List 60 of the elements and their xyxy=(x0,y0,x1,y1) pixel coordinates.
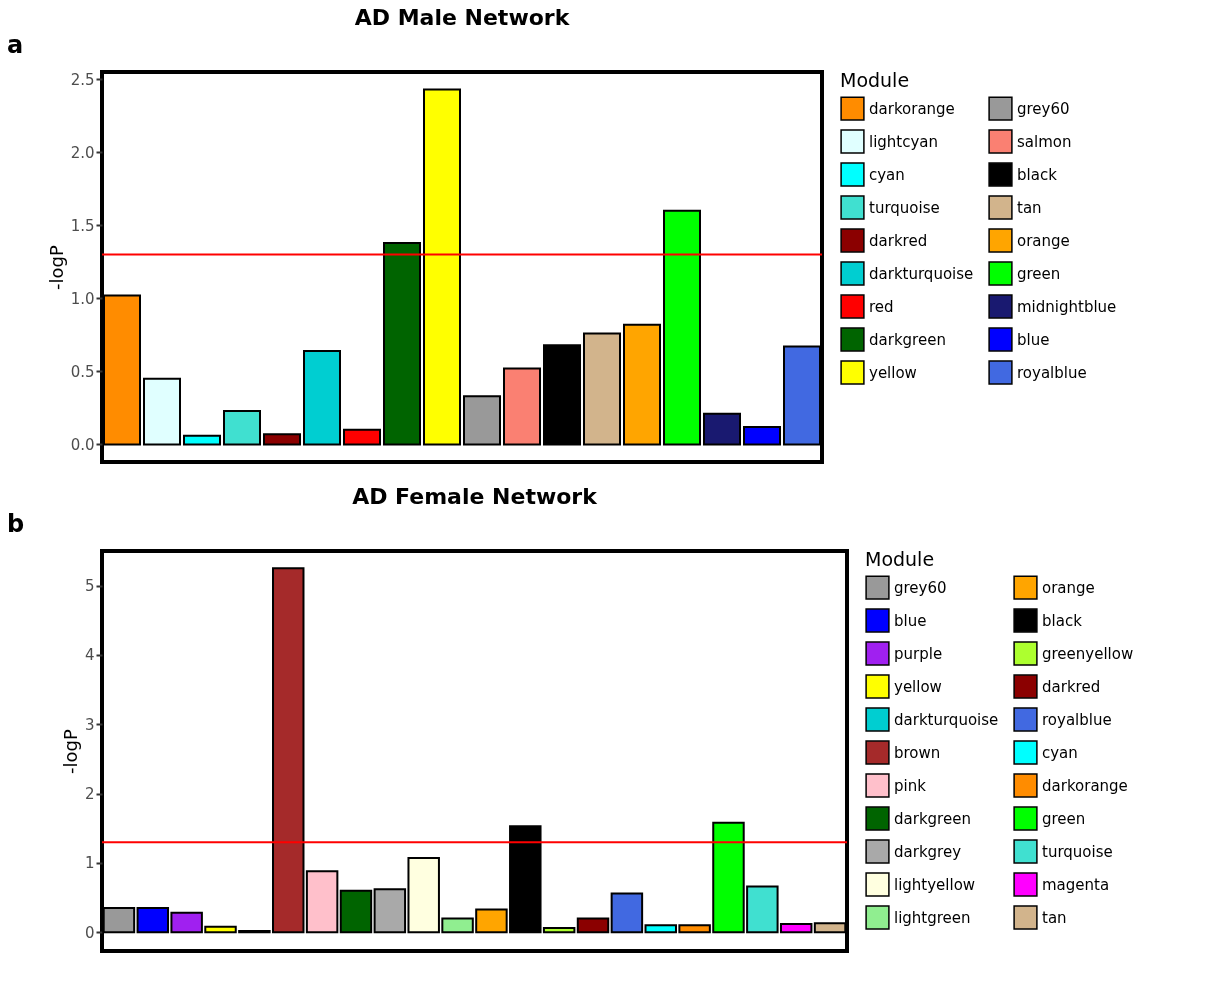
legend-label: black xyxy=(1017,165,1058,184)
y-tick-label: 3 xyxy=(84,715,95,734)
legend-label: blue xyxy=(1017,330,1050,349)
y-axis-title: -logP xyxy=(59,728,81,774)
y-tick-label: 0.5 xyxy=(70,362,95,381)
legend-label: pink xyxy=(894,776,927,795)
legend-label: midnightblue xyxy=(1017,297,1117,316)
legend-label: greenyellow xyxy=(1042,644,1134,663)
y-tick-label: 5 xyxy=(84,577,95,596)
legend-label: royalblue xyxy=(1017,363,1087,382)
y-tick-label: 2.5 xyxy=(70,70,95,89)
legend-label: lightyellow xyxy=(894,875,976,894)
legend-label: black xyxy=(1042,611,1083,630)
legend-label: tan xyxy=(1042,908,1067,927)
legend-label: tan xyxy=(1017,198,1042,217)
legend-label: royalblue xyxy=(1042,710,1112,729)
legend-label: turquoise xyxy=(869,198,940,217)
legend-label: blue xyxy=(894,611,927,630)
legend-label: darkorange xyxy=(869,99,955,118)
legend-label: darkred xyxy=(869,231,928,250)
y-tick-label: 0.0 xyxy=(70,435,95,454)
legend-title: Module xyxy=(840,69,910,91)
legend-label: lightgreen xyxy=(894,908,971,927)
legend-label: darkred xyxy=(1042,677,1101,696)
legend-label: grey60 xyxy=(1017,99,1070,118)
legend-label: yellow xyxy=(894,677,942,696)
text: a xyxy=(7,31,24,59)
legend-label: lightcyan xyxy=(869,132,939,151)
chart-title: AD Male Network xyxy=(354,5,571,30)
y-tick-label: 0 xyxy=(84,923,95,942)
legend-label: green xyxy=(1017,264,1061,283)
legend-label: green xyxy=(1042,809,1086,828)
chart-title: AD Female Network xyxy=(352,484,599,509)
legend-label: yellow xyxy=(869,363,917,382)
y-tick-label: 2.0 xyxy=(70,143,95,162)
legend-label: brown xyxy=(894,743,941,762)
legend-label: orange xyxy=(1017,231,1070,250)
legend-label: cyan xyxy=(869,165,905,184)
legend-label: orange xyxy=(1042,578,1095,597)
legend-label: darkgreen xyxy=(894,809,971,828)
y-tick-label: 1.5 xyxy=(70,216,95,235)
legend-label: grey60 xyxy=(894,578,947,597)
y-tick-label: 1 xyxy=(84,854,95,873)
legend-label: purple xyxy=(894,644,943,663)
legend-label: darkgreen xyxy=(869,330,946,349)
legend-label: darkturquoise xyxy=(894,710,999,729)
y-axis-title: -logP xyxy=(45,244,67,290)
y-tick-label: 1.0 xyxy=(70,289,95,308)
legend-label: magenta xyxy=(1042,875,1110,894)
text: b xyxy=(7,510,25,538)
y-tick-label: 4 xyxy=(84,646,95,665)
legend-label: darkorange xyxy=(1042,776,1128,795)
legend-label: darkgrey xyxy=(894,842,962,861)
y-tick-label: 2 xyxy=(84,785,95,804)
legend-label: darkturquoise xyxy=(869,264,974,283)
legend-label: turquoise xyxy=(1042,842,1113,861)
legend-title: Module xyxy=(865,548,935,570)
legend-label: salmon xyxy=(1017,132,1072,151)
legend-label: red xyxy=(869,297,894,316)
legend-label: cyan xyxy=(1042,743,1078,762)
